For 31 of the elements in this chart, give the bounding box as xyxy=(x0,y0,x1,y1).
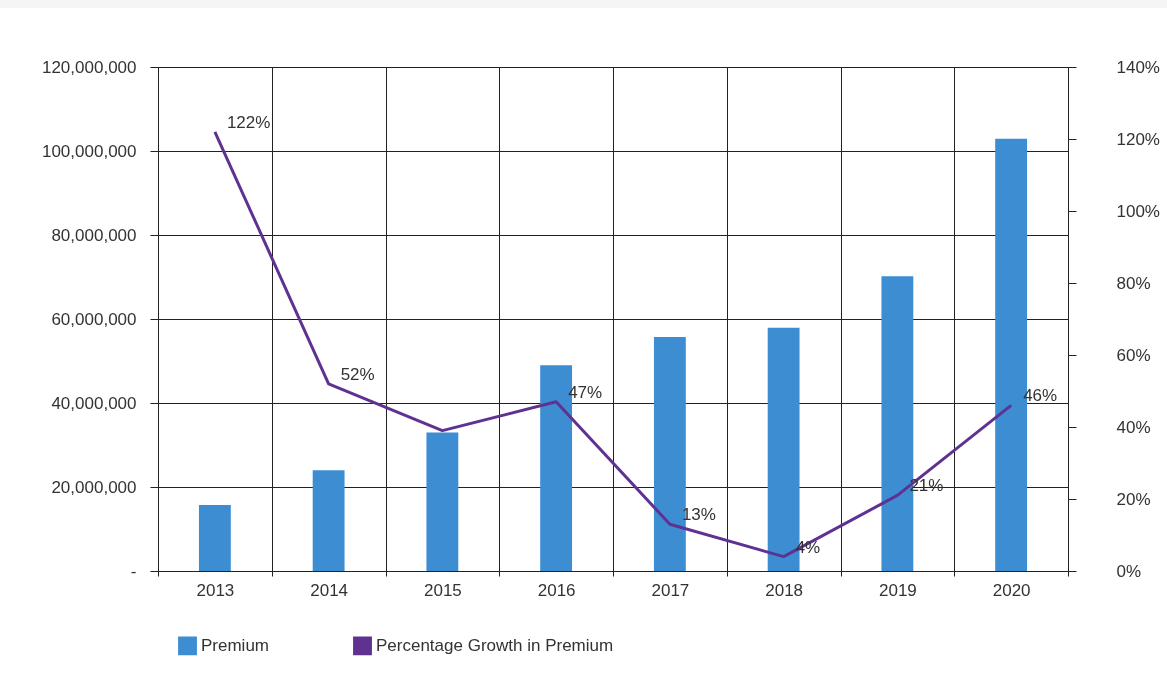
y-tick-label: 60,000,000 xyxy=(51,309,137,329)
bar xyxy=(426,432,459,571)
y2-tick-label: 40% xyxy=(1116,417,1151,437)
y2-tick-label: 100% xyxy=(1116,201,1160,221)
y-tick-label: 40,000,000 xyxy=(51,393,137,413)
legend-label: Premium xyxy=(201,635,270,655)
x-tick-label: 2018 xyxy=(765,580,804,600)
bar xyxy=(198,505,231,571)
x-tick-label: 2016 xyxy=(537,580,576,600)
y2-tick-label: 140% xyxy=(1116,57,1160,77)
y2-tick-label: 20% xyxy=(1116,489,1151,509)
line-series xyxy=(213,130,1013,559)
data-label: 52% xyxy=(340,364,375,384)
x-tick-label: 2015 xyxy=(423,580,462,600)
legend-label: Percentage Growth in Premium xyxy=(376,635,614,655)
x-tick-label: 2014 xyxy=(310,580,349,600)
y2-tick-label: 0% xyxy=(1116,561,1142,581)
y2-tick-label: 120% xyxy=(1116,129,1160,149)
data-label: 122% xyxy=(226,112,271,132)
x-tick-label: 2017 xyxy=(651,580,690,600)
bar xyxy=(312,470,345,571)
y-tick-label: 20,000,000 xyxy=(51,477,137,497)
y-tick-label: 120,000,000 xyxy=(41,57,137,77)
y-tick-label: 80,000,000 xyxy=(51,225,137,245)
x-tick-label: 2020 xyxy=(992,580,1031,600)
y2-tick-label: 60% xyxy=(1116,345,1151,365)
x-tick-label: 2019 xyxy=(878,580,917,600)
y-tick-label: 100,000,000 xyxy=(41,141,137,161)
x-tick-label: 2013 xyxy=(196,580,235,600)
y-tick-label: - xyxy=(130,561,137,581)
y2-tick-label: 80% xyxy=(1116,273,1151,293)
